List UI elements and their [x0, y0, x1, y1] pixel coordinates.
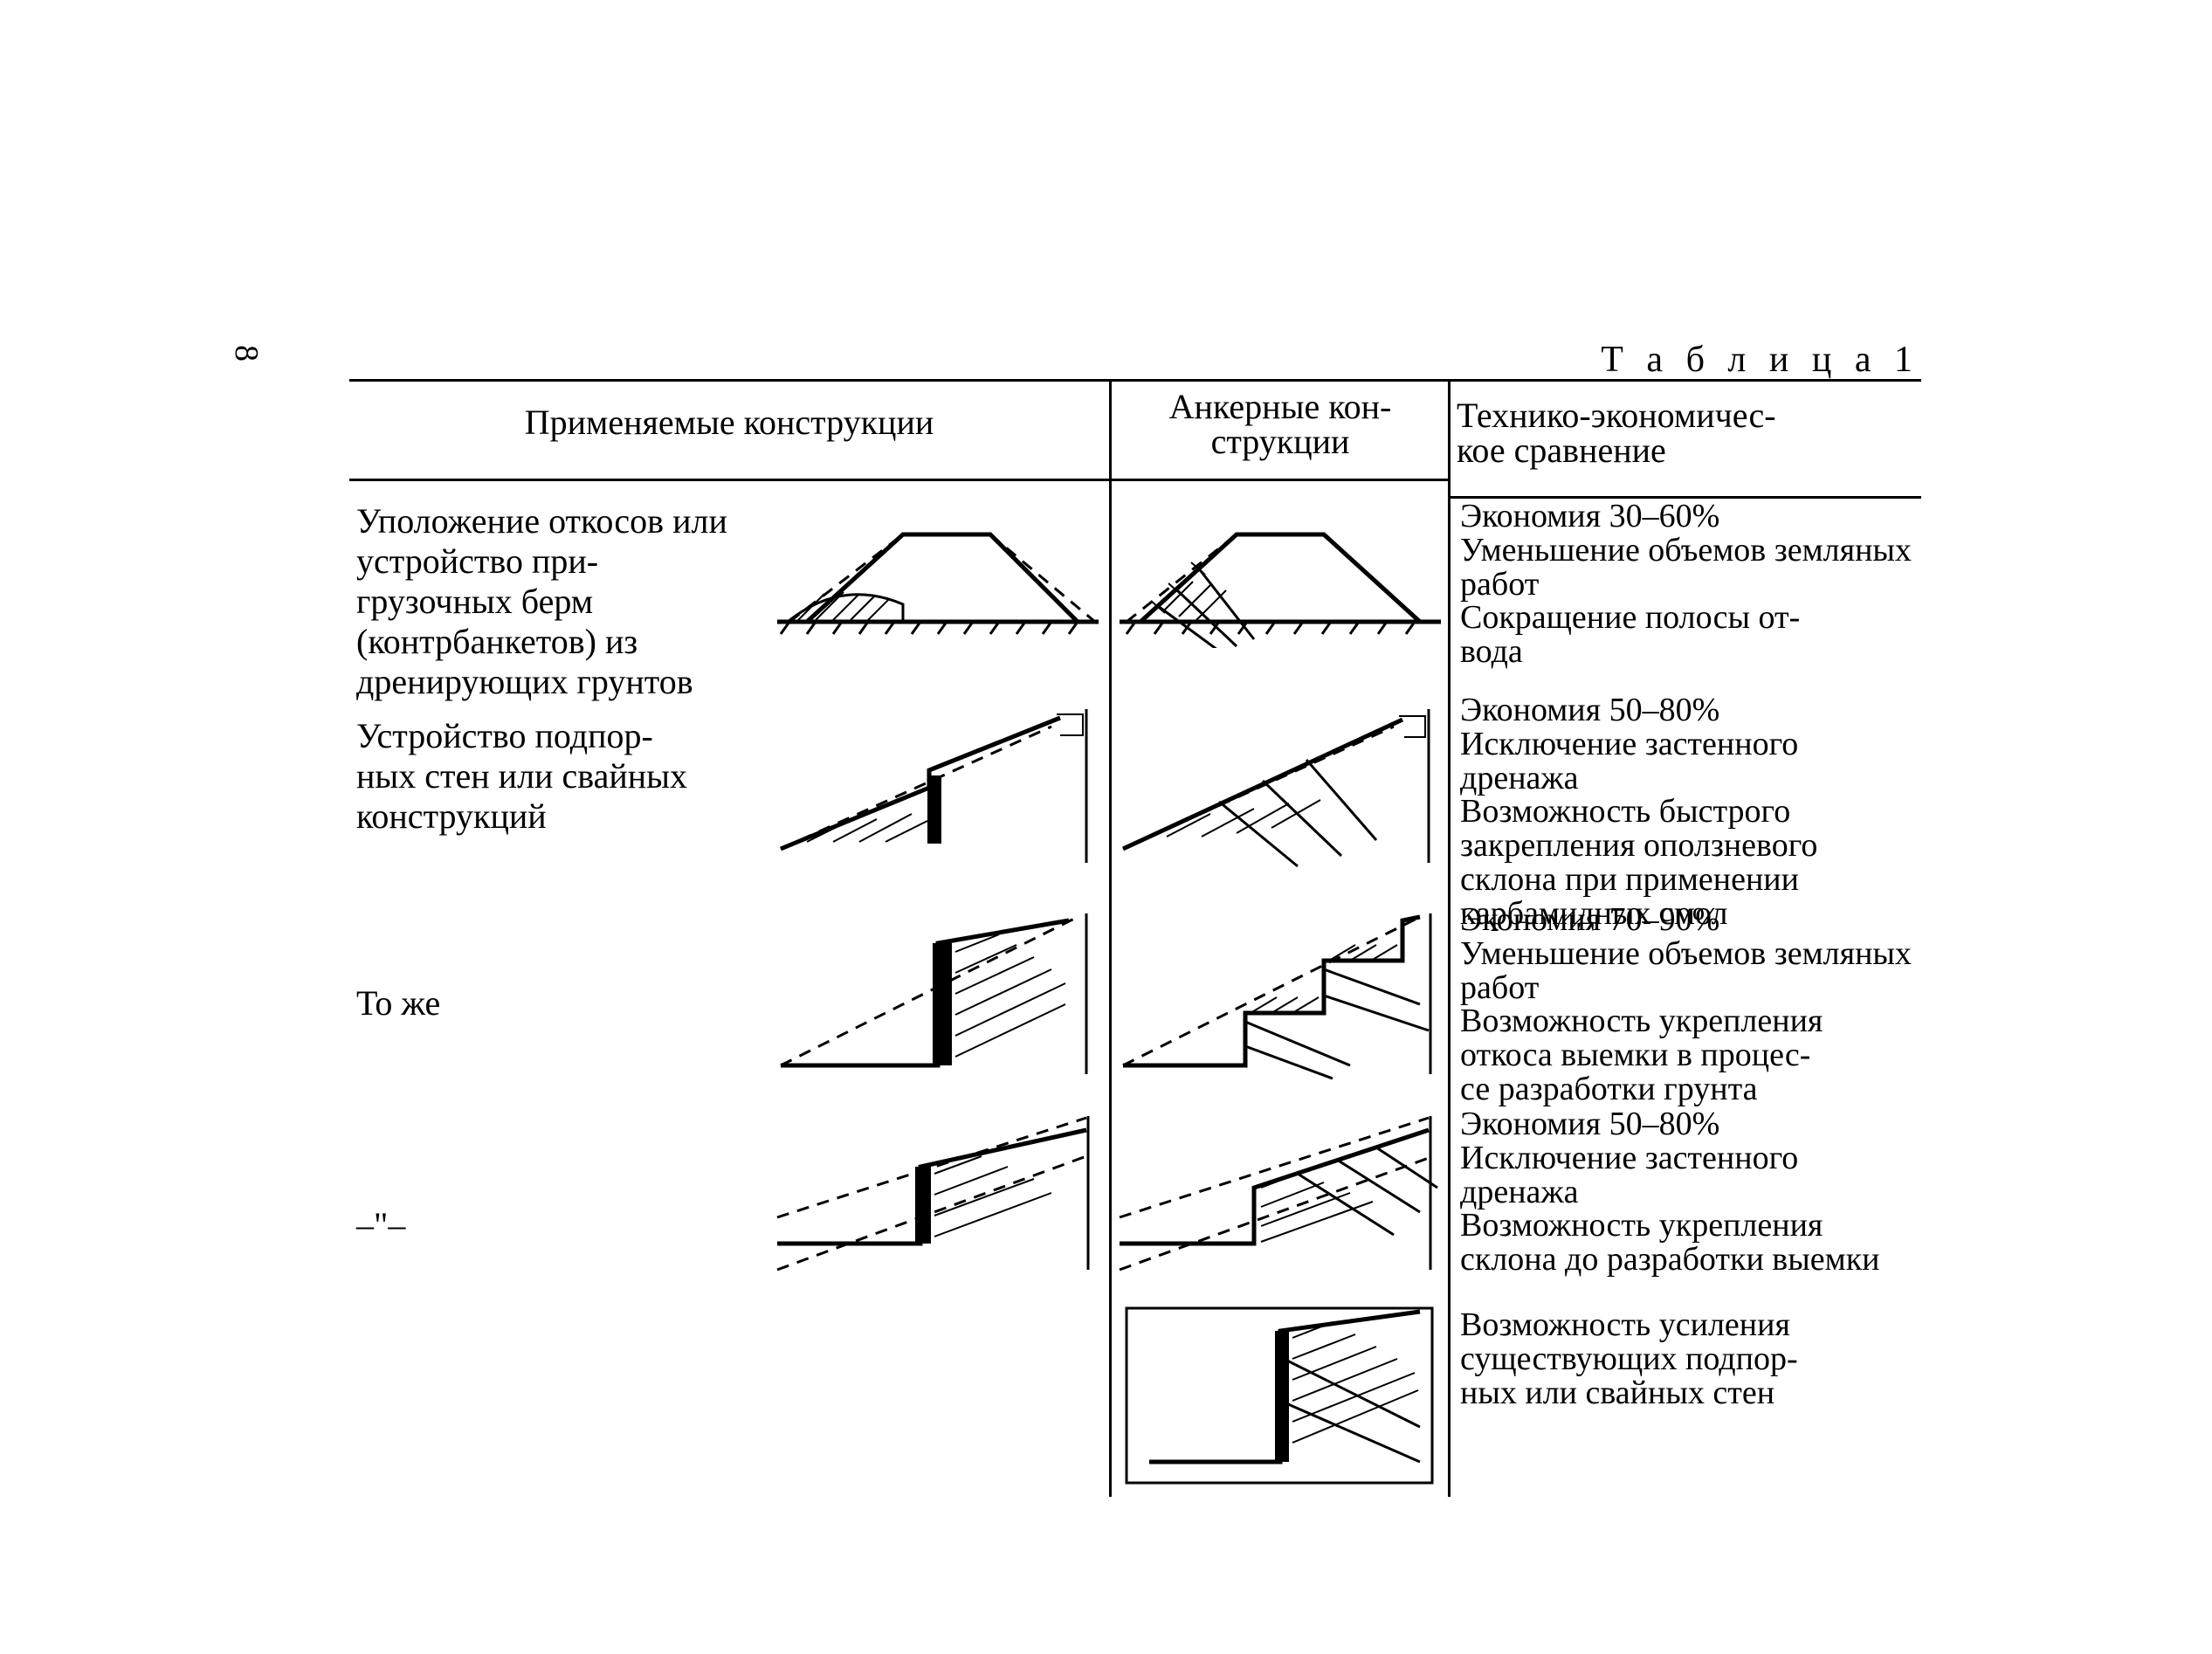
- row4-desc: –"–: [356, 1205, 758, 1245]
- page: 8 Т а б л и ц а 1 Применяемые конструкци…: [0, 0, 2212, 1654]
- row2-anchor-diagram: [1114, 692, 1446, 875]
- col-header-comparison: Технико-экономичес- кое сравнение: [1457, 398, 1919, 468]
- col-sep-3: [1448, 379, 1451, 1497]
- row2-comp: Экономия 50–80% Исключение застенного др…: [1460, 693, 1918, 930]
- header-bottom-rule-left: [349, 479, 1450, 481]
- row1-anchor-diagram: [1114, 500, 1446, 648]
- row3-comp: Экономия 70–90% Уменьшение объемов земля…: [1460, 903, 1918, 1106]
- col-header-applied: Применяемые конструкции: [349, 405, 1109, 440]
- col-sep-2: [1109, 379, 1112, 1497]
- row5-comp: Возможность усиления существующих подпор…: [1460, 1308, 1918, 1409]
- table-top-rule: [349, 379, 1921, 382]
- row2-desc: Устройство подпор- ных стен или свайных …: [356, 716, 758, 837]
- row5-anchor-diagram: [1114, 1296, 1446, 1497]
- row3-applied-diagram: [772, 899, 1104, 1083]
- row4-applied-diagram: [772, 1104, 1104, 1278]
- row3-desc: То же: [356, 983, 758, 1023]
- row3-anchor-diagram: [1114, 899, 1446, 1083]
- page-number: 8: [227, 345, 265, 362]
- col-header-anchor: Анкерные кон- струкции: [1114, 389, 1446, 459]
- row4-comp: Экономия 50–80% Исключение застенного др…: [1460, 1107, 1918, 1277]
- row1-comp: Экономия 30–60% Уменьшение объемов земля…: [1460, 500, 1918, 669]
- table-label: Т а б л и ц а 1: [1601, 339, 1919, 381]
- row1-applied-diagram: [772, 500, 1104, 648]
- row2-applied-diagram: [772, 692, 1104, 875]
- row1-desc: Уположение откосов или устройство при- г…: [356, 501, 758, 702]
- row4-anchor-diagram: [1114, 1104, 1446, 1278]
